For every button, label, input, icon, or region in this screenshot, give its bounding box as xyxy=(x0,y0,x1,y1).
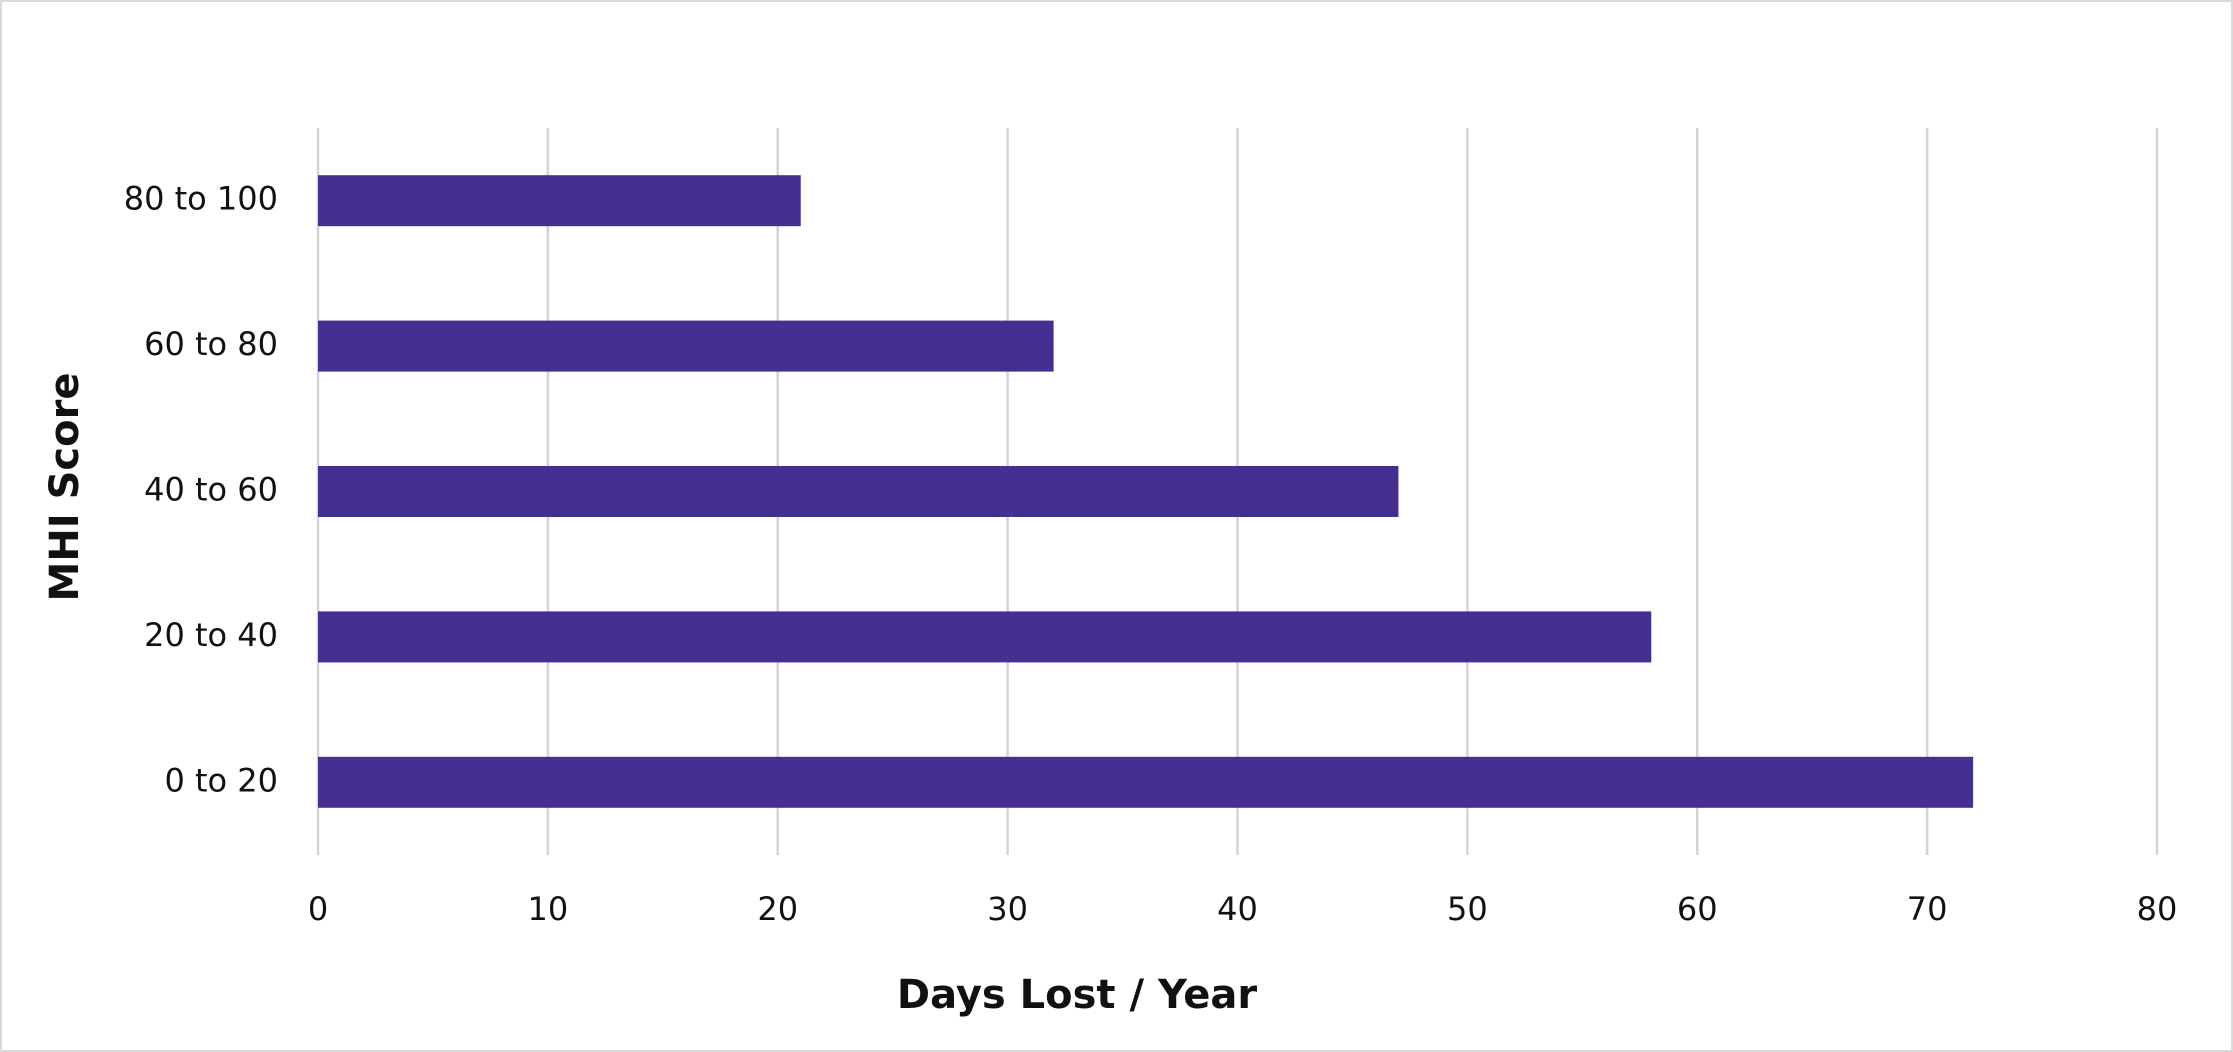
x-tick-label: 60 xyxy=(1677,890,1718,928)
x-tick-label: 30 xyxy=(987,890,1028,928)
y-tick-label: 20 to 40 xyxy=(144,616,278,654)
bar xyxy=(318,756,1974,808)
x-tick-label: 10 xyxy=(528,890,569,928)
x-tick-label: 80 xyxy=(2137,890,2178,928)
x-tick-label: 50 xyxy=(1447,890,1488,928)
x-tick-label: 70 xyxy=(1907,890,1948,928)
bar xyxy=(318,175,801,227)
x-tick-label: 0 xyxy=(308,890,328,928)
y-tick-label: 60 to 80 xyxy=(144,325,278,363)
y-tick-label: 40 to 60 xyxy=(144,471,278,509)
y-tick-label: 0 to 20 xyxy=(164,761,278,799)
bar xyxy=(318,466,1399,517)
bar xyxy=(318,611,1652,663)
y-axis-title: MHI Score xyxy=(42,373,88,602)
x-tick-label: 40 xyxy=(1217,890,1258,928)
y-tick-label: 80 to 100 xyxy=(124,180,278,218)
x-axis-title: Days Lost / Year xyxy=(897,972,1258,1018)
x-tick-label: 20 xyxy=(757,890,798,928)
bar xyxy=(318,320,1054,372)
